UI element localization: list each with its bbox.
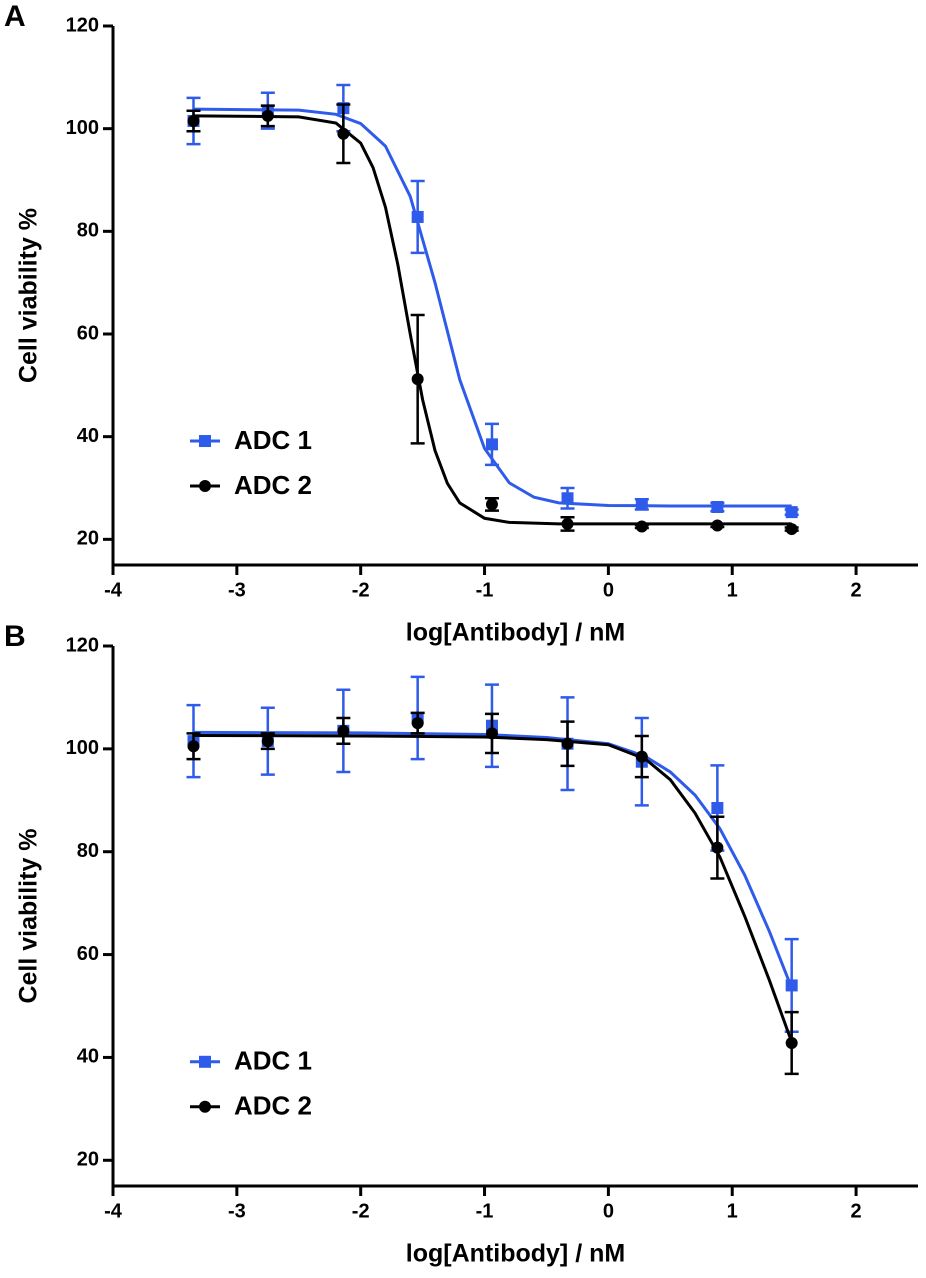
panel-label: B [4, 620, 26, 653]
panel-label: A [4, 0, 26, 33]
y-tick-label: 20 [77, 528, 99, 550]
fit-curve [193, 730, 794, 989]
marker [785, 506, 798, 519]
marker [261, 109, 274, 122]
y-axis-title: Cell viability % [15, 208, 43, 383]
marker [411, 373, 424, 386]
y-tick-label: 120 [66, 14, 99, 36]
x-tick-label: 0 [603, 1200, 614, 1222]
x-tick-label: 2 [851, 1200, 862, 1222]
marker [187, 740, 200, 753]
marker [711, 500, 724, 513]
y-tick-label: 60 [77, 322, 99, 344]
marker [711, 802, 724, 814]
marker [711, 519, 724, 532]
marker [785, 1037, 798, 1050]
y-tick-label: 40 [77, 1046, 99, 1068]
marker [411, 210, 424, 223]
y-tick-label: 20 [77, 1149, 99, 1171]
marker [411, 717, 424, 730]
x-tick-label: -4 [104, 1200, 123, 1222]
marker [485, 727, 498, 740]
x-tick-label: -4 [104, 579, 123, 601]
y-tick-label: 80 [77, 220, 99, 242]
x-tick-label: -1 [476, 579, 494, 601]
marker [785, 979, 798, 992]
marker [711, 841, 724, 854]
y-tick-label: 120 [66, 634, 99, 656]
marker [187, 114, 200, 127]
legend-label: ADC 1 [234, 425, 312, 455]
x-tick-label: 1 [727, 1200, 738, 1222]
marker [199, 480, 211, 493]
marker [337, 127, 350, 140]
x-tick-label: 1 [727, 579, 738, 601]
marker [561, 492, 574, 505]
marker [785, 523, 798, 536]
y-tick-label: 100 [66, 737, 99, 759]
x-tick-label: -3 [228, 579, 246, 601]
marker [261, 735, 274, 748]
x-tick-label: 2 [851, 579, 862, 601]
y-tick-label: 100 [66, 117, 99, 139]
y-tick-label: 40 [77, 425, 99, 447]
legend-label: ADC 2 [234, 470, 312, 500]
marker [199, 1055, 211, 1068]
x-tick-label: -2 [352, 1200, 370, 1222]
x-tick-label: -3 [228, 1200, 246, 1222]
fit-curve [193, 733, 794, 1043]
x-tick-label: -1 [476, 1200, 494, 1222]
marker [337, 724, 350, 737]
x-axis-title: log[Antibody] / nM [406, 1240, 625, 1268]
x-tick-label: 0 [603, 579, 614, 601]
marker [199, 435, 211, 448]
y-axis-title: Cell viability % [15, 828, 43, 1003]
marker [635, 498, 648, 511]
x-tick-label: -2 [352, 579, 370, 601]
marker [561, 517, 574, 530]
legend-label: ADC 2 [234, 1091, 312, 1121]
y-tick-label: 60 [77, 943, 99, 965]
marker [485, 498, 498, 511]
y-tick-label: 80 [77, 840, 99, 862]
marker [485, 438, 498, 451]
marker [635, 750, 648, 763]
marker [199, 1100, 211, 1113]
x-axis-title: log[Antibody] / nM [406, 619, 625, 647]
marker [635, 520, 648, 533]
legend-label: ADC 1 [234, 1046, 312, 1076]
marker [561, 737, 574, 750]
